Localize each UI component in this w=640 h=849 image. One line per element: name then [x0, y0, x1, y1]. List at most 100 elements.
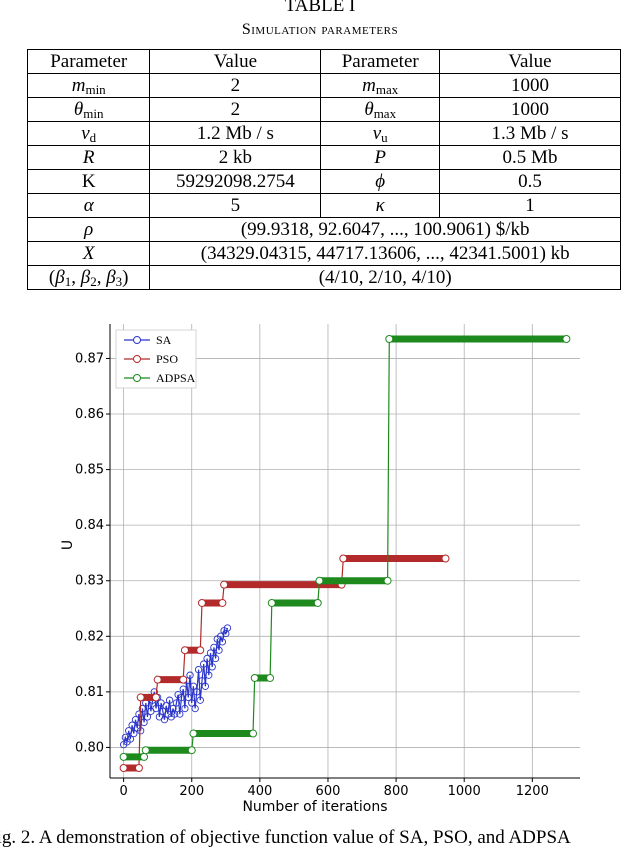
data-point [203, 654, 211, 663]
parameter-symbol: m [362, 75, 376, 96]
x-tick-label: 1200 [516, 784, 549, 799]
data-point [121, 733, 129, 742]
parameter-symbol: 2 [90, 274, 97, 289]
parameter-symbol: α [83, 195, 94, 216]
parameter-symbol: ϕ [375, 171, 386, 192]
value-cell: 5 [149, 193, 322, 218]
data-point [119, 752, 128, 761]
value-cell: (4/10, 2/10, 4/10) [149, 265, 621, 290]
value-cell: 1.3 Mb / s [439, 121, 621, 146]
data-point [171, 710, 179, 718]
parameter-cell: θmin [26, 97, 151, 122]
parameter-cell: mmax [320, 73, 440, 98]
data-point [197, 598, 206, 607]
header-cell: Value [149, 49, 322, 74]
parameter-symbol: m [71, 75, 86, 96]
parameter-cell: R [26, 145, 151, 170]
value-cell: 1000 [439, 97, 621, 122]
table-subtitle: Simulation parameters [241, 21, 399, 38]
y-tick-label: 0.84 [75, 518, 104, 533]
data-point [151, 693, 160, 702]
data-point [205, 671, 213, 679]
table-row: (β1, β2, β3) (4/10, 2/10, 4/10) [26, 265, 621, 290]
legend-marker [133, 374, 141, 382]
table-header-row: Parameter Value Parameter Value [26, 49, 621, 74]
data-point [172, 699, 181, 707]
parameter-symbol: κ [375, 195, 385, 216]
y-tick-label: 0.85 [75, 463, 104, 478]
parameter-symbol: R [82, 147, 95, 168]
series-line-pso [123, 557, 446, 769]
data-point [196, 646, 205, 655]
data-point [137, 727, 145, 735]
data-point [184, 693, 192, 702]
data-point [198, 677, 206, 685]
parameter-cell: α [26, 193, 151, 218]
data-point [160, 716, 169, 724]
parameter-subscript: max [375, 82, 399, 97]
data-point [140, 752, 149, 761]
parameters-table: Parameter Value Parameter Value mmin 2 mma… [26, 49, 621, 290]
parameter-symbol: K [81, 171, 96, 192]
parameter-symbol: β [106, 267, 116, 288]
data-point [141, 746, 150, 755]
parameter-cell: κ [320, 193, 440, 218]
series-line-sa [123, 627, 229, 745]
parameter-cell: K [26, 169, 151, 194]
data-point [201, 682, 210, 690]
data-point [215, 646, 223, 654]
parameter-symbol: P [374, 147, 387, 168]
data-point [249, 729, 258, 738]
table-title: TABLE I [284, 0, 356, 16]
data-point [130, 729, 138, 738]
data-point [188, 699, 196, 707]
value-cell: (34329.04315, 44717.13606, ..., 42341.50… [149, 241, 621, 266]
x-tick-label: 0 [119, 784, 127, 799]
header-cell: Parameter [26, 49, 151, 74]
value-cell: 1000 [439, 73, 621, 98]
data-point [383, 576, 392, 585]
data-point [191, 704, 199, 713]
parameter-cell: P [320, 145, 440, 170]
data-point [194, 665, 203, 674]
parameter-cell: ρ [26, 217, 151, 242]
legend-label: ADPSA [156, 371, 196, 385]
value-cell: 0.5 Mb [439, 145, 621, 170]
data-point [218, 598, 227, 607]
parameter-symbol: 3 [115, 274, 123, 289]
data-point [385, 335, 394, 344]
parameter-cell: (β1, β2, β3) [26, 265, 151, 290]
data-point [339, 554, 348, 563]
data-point [179, 675, 188, 684]
x-tick-label: 400 [247, 784, 272, 799]
data-point [126, 735, 135, 743]
objective-chart: 0 200 400 600 800 1000 1200 0.80 0.81 0.82 0.83 0.8… [60, 324, 580, 815]
y-tick-label: 0.83 [75, 574, 104, 589]
header-cell: Parameter [320, 49, 440, 74]
data-point [162, 702, 170, 710]
data-point [196, 696, 204, 704]
parameter-cell: θmax [320, 97, 440, 122]
data-point [220, 580, 229, 589]
data-point [562, 335, 571, 344]
data-point [140, 718, 148, 727]
data-point [176, 710, 184, 718]
data-point [152, 704, 160, 713]
parameter-cell: vd [26, 121, 151, 146]
y-tick-label: 0.86 [75, 407, 104, 422]
y-tick-label: 0.87 [75, 351, 104, 366]
data-point [206, 649, 215, 657]
parameter-symbol: β [55, 267, 65, 288]
data-point [181, 704, 189, 713]
x-tick-label: 800 [384, 784, 409, 799]
table-row: X (34329.04315, 44717.13606, ..., 42341.5… [26, 241, 621, 266]
data-point [223, 624, 232, 632]
data-point [138, 704, 147, 713]
data-point [187, 746, 196, 755]
y-tick-label: 0.82 [75, 629, 104, 644]
value-cell: 2 kb [149, 145, 322, 170]
data-point [136, 693, 145, 702]
value-cell: 1 [439, 193, 621, 218]
table-row: K 59292098.2754 ϕ 0.5 [26, 169, 621, 194]
data-point [193, 688, 201, 696]
